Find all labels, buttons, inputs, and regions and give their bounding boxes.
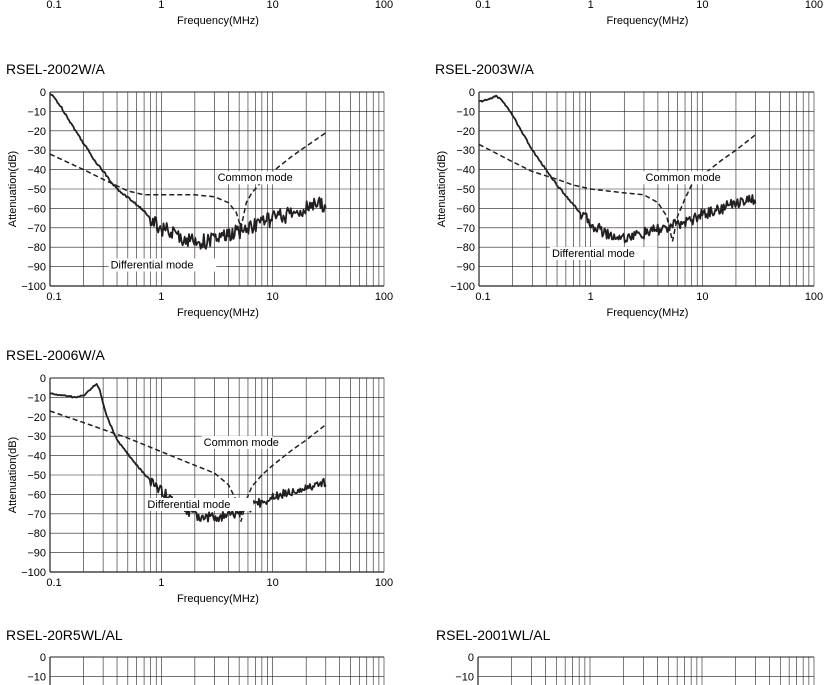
x-tick-label: 0.1	[46, 0, 61, 11]
y-tick-label: −30	[27, 431, 46, 443]
chart-title: RSEL-2006W/A	[6, 347, 105, 363]
y-tick-label: −40	[27, 165, 46, 177]
x-tick-label: 1	[588, 0, 594, 11]
y-axis-label: Attenuation(dB)	[436, 151, 448, 227]
x-axis-label: Frequency(MHz)	[177, 307, 259, 319]
annotation-background	[643, 171, 715, 185]
x-tick-label: 0.1	[46, 291, 61, 303]
x-tick-label: 100	[805, 0, 823, 11]
chart-rsel-2003w-a: RSEL-2003W/A 0 −10 −20 −30 −40 −50 −60 −70 −80 −90…	[435, 61, 823, 319]
common-mode-curve	[49, 132, 327, 231]
chart-partial-1: 0.1 1 10 100 Frequency(MHz)	[475, 0, 823, 27]
x-axis-label: Frequency(MHz)	[177, 593, 259, 605]
y-tick-label: −20	[456, 126, 475, 138]
annotation-label: Differential mode	[111, 260, 194, 272]
y-tick-label: −90	[27, 262, 46, 274]
y-axis-label: Attenuation(dB)	[7, 151, 19, 227]
common-mode-curve	[478, 134, 757, 242]
chart-rsel-2001wl-al: RSEL-2001WL/AL 0 −10	[436, 627, 815, 685]
y-tick-label: −90	[27, 548, 46, 560]
x-axis-label: Frequency(MHz)	[607, 15, 689, 27]
x-tick-label: 100	[375, 577, 393, 589]
y-tick-label: −100	[21, 281, 46, 293]
y-tick-label: −40	[27, 451, 46, 463]
y-tick-label: −40	[456, 165, 475, 177]
annotation-label: Differential mode	[552, 248, 635, 260]
y-tick-label: −30	[27, 145, 46, 157]
x-tick-label: 10	[696, 291, 708, 303]
y-tick-label: 0	[469, 87, 475, 99]
x-tick-label: 1	[158, 577, 164, 589]
y-tick-label: −80	[456, 242, 475, 254]
y-tick-label: −20	[27, 126, 46, 138]
x-axis-label: Frequency(MHz)	[177, 15, 259, 27]
gridlines	[49, 656, 385, 685]
chart-title: RSEL-2001WL/AL	[436, 627, 551, 643]
x-tick-label: 100	[375, 291, 393, 303]
x-tick-label: 10	[267, 577, 279, 589]
y-tick-label: −50	[456, 184, 475, 196]
x-tick-label: 0.1	[46, 577, 61, 589]
y-tick-label: −10	[456, 106, 475, 118]
annotation-label: Common mode	[646, 172, 721, 184]
chart-partial-0: 0.1 1 10 100 Frequency(MHz)	[46, 0, 393, 27]
differential-mode-curve	[478, 94, 757, 244]
chart-rsel-2002w-a: RSEL-2002W/A 0 −10 −20 −30 −40 −50 −60 −70 −80 −90…	[6, 61, 393, 319]
chart-rsel-2006w-a: RSEL-2006W/A 0 −10 −20 −30 −40 −50 −60 −70 −80 −90…	[6, 347, 393, 605]
x-tick-label: 0.1	[475, 0, 490, 11]
y-tick-label: −100	[21, 567, 46, 579]
y-tick-label: −10	[27, 392, 46, 404]
y-tick-label: −30	[456, 145, 475, 157]
x-tick-label: 0.1	[475, 291, 490, 303]
y-tick-label: 0	[40, 652, 46, 664]
differential-mode-curve	[49, 93, 327, 250]
annotation-label: Common mode	[218, 172, 293, 184]
chart-rsel-20r5wl-al: RSEL-20R5WL/AL 0 −10	[6, 627, 385, 685]
y-tick-label: −60	[27, 203, 46, 215]
y-axis-label: Attenuation(dB)	[7, 437, 19, 513]
y-tick-label: −60	[27, 489, 46, 501]
y-tick-label: 0	[468, 652, 474, 664]
y-tick-label: 0	[40, 373, 46, 385]
x-tick-label: 100	[375, 0, 393, 11]
annotation-background	[201, 435, 273, 449]
chart-title: RSEL-2003W/A	[435, 61, 534, 77]
gridlines	[49, 91, 385, 287]
gridlines	[477, 656, 815, 685]
x-tick-label: 1	[158, 0, 164, 11]
x-tick-label: 1	[158, 291, 164, 303]
annotation-background	[108, 258, 217, 272]
y-tick-label: 0	[40, 87, 46, 99]
y-tick-label: −10	[27, 106, 46, 118]
y-tick-label: −60	[456, 203, 475, 215]
y-tick-label: −80	[27, 528, 46, 540]
x-tick-label: 10	[267, 0, 279, 11]
chart-title: RSEL-20R5WL/AL	[6, 627, 123, 643]
x-tick-label: 10	[696, 0, 708, 11]
y-tick-label: −50	[27, 184, 46, 196]
y-tick-label: −70	[27, 509, 46, 521]
x-tick-label: 1	[588, 291, 594, 303]
annotation-label: Differential mode	[147, 499, 230, 511]
y-tick-label: −50	[27, 470, 46, 482]
x-tick-label: 100	[805, 291, 823, 303]
y-tick-label: −10	[27, 671, 46, 683]
y-tick-label: −90	[456, 262, 475, 274]
y-tick-label: −10	[455, 671, 474, 683]
y-tick-label: −70	[27, 223, 46, 235]
x-axis-label: Frequency(MHz)	[607, 307, 689, 319]
annotation-background	[549, 246, 658, 260]
gridlines	[49, 377, 385, 573]
x-tick-label: 10	[267, 291, 279, 303]
common-mode-curve	[49, 410, 327, 522]
y-tick-label: −20	[27, 412, 46, 424]
annotation-background	[145, 497, 254, 511]
y-tick-label: −100	[450, 281, 475, 293]
annotation-label: Common mode	[204, 437, 279, 449]
y-tick-label: −70	[456, 223, 475, 235]
chart-title: RSEL-2002W/A	[6, 61, 105, 77]
y-tick-label: −80	[27, 242, 46, 254]
annotation-background	[215, 171, 287, 185]
